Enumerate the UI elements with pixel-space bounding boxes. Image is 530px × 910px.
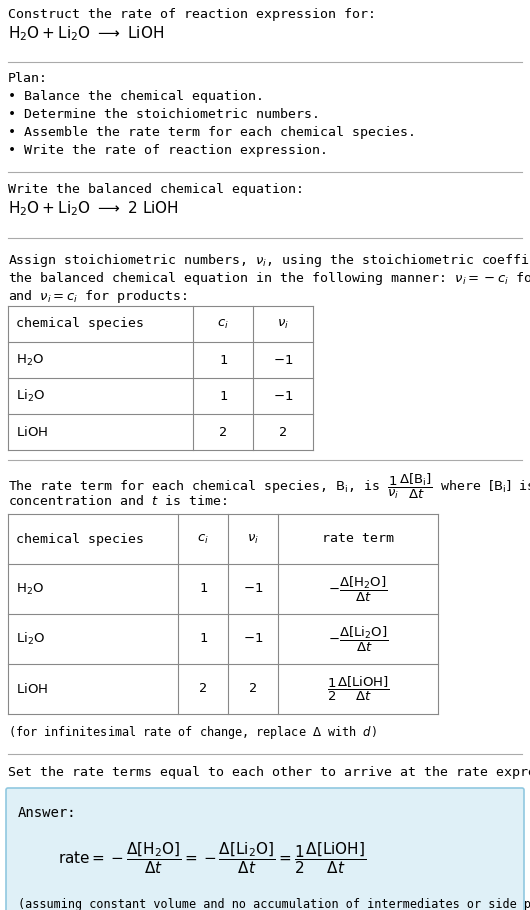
Text: $\dfrac{1}{2}\dfrac{\Delta[\mathrm{LiOH}]}{\Delta t}$: $\dfrac{1}{2}\dfrac{\Delta[\mathrm{LiOH}… <box>326 675 390 703</box>
Text: 2: 2 <box>219 426 227 439</box>
Text: rate term: rate term <box>322 532 394 545</box>
Text: The rate term for each chemical species, $\mathrm{B_i}$, is $\dfrac{1}{\nu_i}\df: The rate term for each chemical species,… <box>8 472 530 501</box>
Text: concentration and $t$ is time:: concentration and $t$ is time: <box>8 494 227 508</box>
Text: $\mathrm{rate} = -\dfrac{\Delta[\mathrm{H_2O}]}{\Delta t} = -\dfrac{\Delta[\math: $\mathrm{rate} = -\dfrac{\Delta[\mathrm{… <box>58 840 366 875</box>
Text: $\mathrm{H_2O}$: $\mathrm{H_2O}$ <box>16 352 44 368</box>
Text: $-1$: $-1$ <box>243 632 263 645</box>
Text: and $\nu_i = c_i$ for products:: and $\nu_i = c_i$ for products: <box>8 288 187 305</box>
Text: • Assemble the rate term for each chemical species.: • Assemble the rate term for each chemic… <box>8 126 416 139</box>
Text: chemical species: chemical species <box>16 318 144 330</box>
Text: $\nu_i$: $\nu_i$ <box>247 532 259 546</box>
Text: $\mathrm{H_2O}$: $\mathrm{H_2O}$ <box>16 581 44 597</box>
Text: 2: 2 <box>279 426 287 439</box>
Text: $-\dfrac{\Delta[\mathrm{H_2O}]}{\Delta t}$: $-\dfrac{\Delta[\mathrm{H_2O}]}{\Delta t… <box>329 574 387 603</box>
Text: the balanced chemical equation in the following manner: $\nu_i = -c_i$ for react: the balanced chemical equation in the fo… <box>8 270 530 287</box>
FancyBboxPatch shape <box>6 788 524 910</box>
Text: Assign stoichiometric numbers, $\nu_i$, using the stoichiometric coefficients, $: Assign stoichiometric numbers, $\nu_i$, … <box>8 252 530 269</box>
Text: $\nu_i$: $\nu_i$ <box>277 318 289 330</box>
Text: 1: 1 <box>199 582 207 595</box>
Text: $c_i$: $c_i$ <box>197 532 209 546</box>
Text: 2: 2 <box>199 682 207 695</box>
Text: $\mathrm{H_2O + Li_2O \ \longrightarrow \ LiOH}$: $\mathrm{H_2O + Li_2O \ \longrightarrow … <box>8 24 164 43</box>
Text: 1: 1 <box>199 632 207 645</box>
Text: • Balance the chemical equation.: • Balance the chemical equation. <box>8 90 264 103</box>
Text: • Write the rate of reaction expression.: • Write the rate of reaction expression. <box>8 144 328 157</box>
Text: $\mathrm{H_2O + Li_2O \ \longrightarrow \ 2 \ LiOH}$: $\mathrm{H_2O + Li_2O \ \longrightarrow … <box>8 199 179 217</box>
Text: Plan:: Plan: <box>8 72 48 85</box>
Text: $\mathrm{Li_2O}$: $\mathrm{Li_2O}$ <box>16 388 45 404</box>
Text: $-1$: $-1$ <box>273 353 293 367</box>
Text: (for infinitesimal rate of change, replace $\Delta$ with $d$): (for infinitesimal rate of change, repla… <box>8 724 377 741</box>
Text: 1: 1 <box>219 353 227 367</box>
Text: Write the balanced chemical equation:: Write the balanced chemical equation: <box>8 183 304 196</box>
Text: $-1$: $-1$ <box>273 389 293 402</box>
Text: $\mathrm{LiOH}$: $\mathrm{LiOH}$ <box>16 425 48 439</box>
Text: $-1$: $-1$ <box>243 582 263 595</box>
Text: • Determine the stoichiometric numbers.: • Determine the stoichiometric numbers. <box>8 108 320 121</box>
Text: $c_i$: $c_i$ <box>217 318 229 330</box>
Text: $\mathrm{LiOH}$: $\mathrm{LiOH}$ <box>16 682 48 696</box>
Text: $-\dfrac{\Delta[\mathrm{Li_2O}]}{\Delta t}$: $-\dfrac{\Delta[\mathrm{Li_2O}]}{\Delta … <box>328 624 388 653</box>
Text: chemical species: chemical species <box>16 532 144 545</box>
Text: 2: 2 <box>249 682 257 695</box>
Text: $\mathrm{Li_2O}$: $\mathrm{Li_2O}$ <box>16 631 45 647</box>
Text: Construct the rate of reaction expression for:: Construct the rate of reaction expressio… <box>8 8 376 21</box>
Text: (assuming constant volume and no accumulation of intermediates or side products): (assuming constant volume and no accumul… <box>18 898 530 910</box>
Text: 1: 1 <box>219 389 227 402</box>
Text: Answer:: Answer: <box>18 806 77 820</box>
Text: Set the rate terms equal to each other to arrive at the rate expression:: Set the rate terms equal to each other t… <box>8 766 530 779</box>
